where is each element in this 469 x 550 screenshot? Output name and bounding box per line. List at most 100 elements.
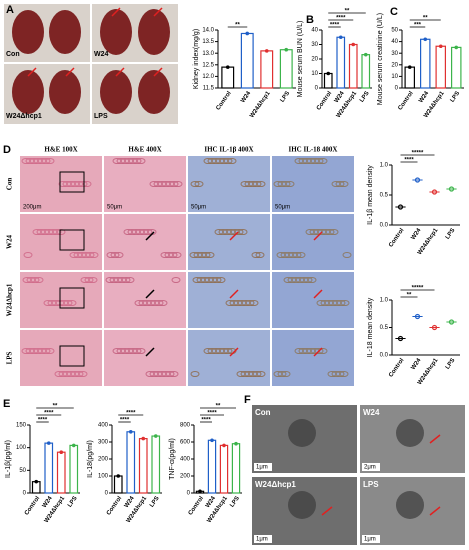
em-label: W24Δhcp1 [255, 480, 296, 489]
texture [256, 181, 266, 187]
texture [281, 181, 291, 187]
micrograph [104, 156, 186, 212]
scale-bg [254, 535, 272, 543]
sig-label: *** [414, 23, 422, 29]
texture [329, 229, 339, 235]
arrow [145, 347, 155, 357]
texture [296, 252, 306, 258]
dot [397, 204, 404, 210]
bar [219, 444, 229, 494]
texture [190, 371, 200, 377]
arrow [321, 506, 333, 516]
y-axis-label: IL-18(pg/ml) [87, 440, 94, 478]
bar-dot [116, 474, 121, 478]
texture [132, 158, 142, 164]
bar-dot [326, 71, 331, 76]
y-tick-label: 10 [311, 71, 318, 77]
nucleus [288, 491, 316, 519]
bar-dot [407, 65, 412, 69]
scale-bar: 1μm [256, 465, 268, 471]
inset-box [59, 345, 85, 367]
texture [136, 348, 146, 354]
inset-box [59, 287, 85, 309]
photo-label: Con [6, 51, 20, 58]
texture [143, 229, 153, 235]
texture [234, 229, 244, 235]
column-header: H&E 400X [128, 146, 161, 154]
micrograph [188, 272, 270, 328]
kidneys [12, 9, 170, 114]
inset-box [59, 171, 85, 193]
x-tick-label: LPS [445, 228, 457, 241]
texture [325, 229, 335, 235]
y-tick-label: 150 [16, 423, 27, 429]
arrow [313, 231, 323, 241]
micrograph [20, 156, 102, 212]
bar [451, 46, 462, 89]
em-label: Con [255, 408, 271, 417]
panel-letter: E [3, 398, 10, 410]
texture [303, 277, 313, 283]
texture [212, 277, 222, 283]
dot [397, 335, 404, 342]
texture [277, 371, 287, 377]
texture [74, 371, 84, 377]
y-tick-label: 400 [98, 423, 109, 429]
texture [125, 277, 135, 283]
bar-dot [338, 35, 343, 40]
bar [207, 439, 217, 494]
y-tick-label: 50 [391, 28, 398, 34]
bar [348, 43, 358, 89]
micrograph [272, 330, 354, 386]
texture [339, 371, 349, 377]
bar [44, 442, 54, 494]
sig-label: ** [216, 404, 221, 410]
bar-dot [59, 450, 64, 455]
x-tick-label: Control [188, 495, 205, 516]
x-tick-label: Control [388, 227, 405, 248]
texture [52, 229, 62, 235]
bar [69, 444, 79, 494]
texture [292, 252, 302, 258]
y-tick-label: 200 [180, 474, 191, 480]
texture [67, 300, 77, 306]
micrograph [104, 330, 186, 386]
nucleus [396, 419, 424, 447]
texture [173, 181, 183, 187]
scale-bar: 1μm [256, 537, 268, 543]
arrow [429, 506, 441, 516]
y-tick-label: 400 [180, 457, 191, 463]
texture [45, 158, 55, 164]
x-tick-label: W24 [410, 227, 422, 241]
y-tick-label: 40 [391, 39, 398, 45]
scale-bg [254, 463, 272, 471]
sig-label: ***** [412, 151, 424, 157]
micrograph [188, 156, 270, 212]
row-label: Con [6, 178, 14, 191]
panel-letter: C [390, 6, 398, 18]
histology-grid: H&E 100X H&E 400X IHC IL-1β 400X IHC IL-18 … [6, 146, 354, 386]
dot [431, 189, 438, 195]
nucleus [396, 491, 424, 519]
texture [245, 300, 255, 306]
y-tick-label: 0 [23, 491, 27, 497]
bar [420, 38, 431, 89]
bar-dot [46, 441, 51, 445]
texture [216, 277, 226, 283]
x-tick-label: LPS [359, 91, 371, 104]
bar-dot [71, 443, 76, 448]
dot [448, 186, 455, 192]
texture [223, 348, 233, 354]
bar [404, 66, 416, 89]
bar-dot [234, 441, 238, 446]
bar [260, 50, 274, 89]
texture [255, 252, 265, 258]
y-tick-label: 12.0 [202, 74, 214, 80]
bar-dot [141, 436, 146, 441]
y-axis-label: IL-1β mean density [367, 165, 374, 225]
texture [136, 158, 146, 164]
y-tick-label: 0 [187, 491, 191, 497]
y-tick-label: 0.5 [380, 193, 389, 199]
texture [194, 181, 204, 187]
bar [221, 66, 235, 89]
